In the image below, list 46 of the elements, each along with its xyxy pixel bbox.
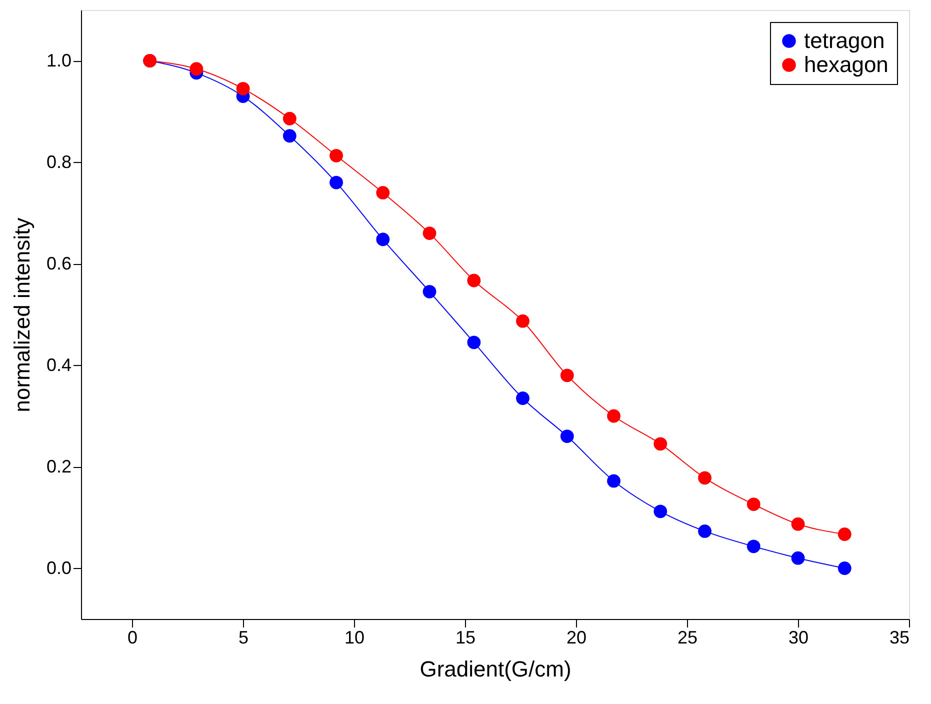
point: [698, 524, 712, 538]
point: [698, 471, 712, 485]
point: [654, 504, 668, 518]
point: [422, 226, 436, 240]
x-tick-label: 10: [344, 628, 365, 648]
point: [376, 186, 390, 200]
x-tick-label: 0: [128, 628, 138, 648]
y-tick-label: 0.8: [46, 152, 72, 172]
y-tick-label: 1.0: [46, 50, 72, 70]
point: [516, 392, 530, 405]
legend-label: tetragon: [804, 28, 885, 53]
point: [467, 274, 481, 288]
point: [282, 129, 296, 143]
point: [607, 474, 620, 488]
x-tick-label: 35: [889, 628, 910, 648]
x-tick-label: 20: [566, 628, 587, 648]
point: [190, 62, 204, 76]
point: [422, 284, 436, 298]
x-tick-label: 30: [788, 628, 809, 648]
x-axis-title: Gradient(G/cm): [420, 656, 572, 682]
point: [607, 409, 620, 423]
point: [330, 176, 343, 190]
point: [516, 314, 530, 328]
point: [791, 551, 805, 565]
point: [746, 540, 760, 554]
legend-label: hexagon: [804, 52, 888, 77]
x-tick-label: 25: [678, 628, 698, 648]
point: [467, 336, 481, 350]
y-axis-title: normalized intensity: [9, 218, 34, 412]
point: [654, 437, 668, 451]
y-tick-label: 0.6: [46, 253, 72, 274]
x-tick-label: 5: [238, 628, 249, 648]
y-tick-label: 0.0: [46, 558, 72, 578]
point: [560, 430, 574, 443]
y-tick-label: 0.4: [46, 354, 72, 375]
point: [838, 528, 852, 541]
point: [236, 82, 250, 96]
point: [838, 562, 852, 575]
point: [376, 232, 390, 246]
y-tick-label: 0.2: [46, 456, 72, 476]
point: [330, 148, 343, 162]
point: [282, 112, 296, 126]
point: [791, 517, 805, 531]
x-tick-label: 15: [456, 628, 476, 648]
point: [746, 498, 760, 511]
point: [560, 368, 574, 382]
